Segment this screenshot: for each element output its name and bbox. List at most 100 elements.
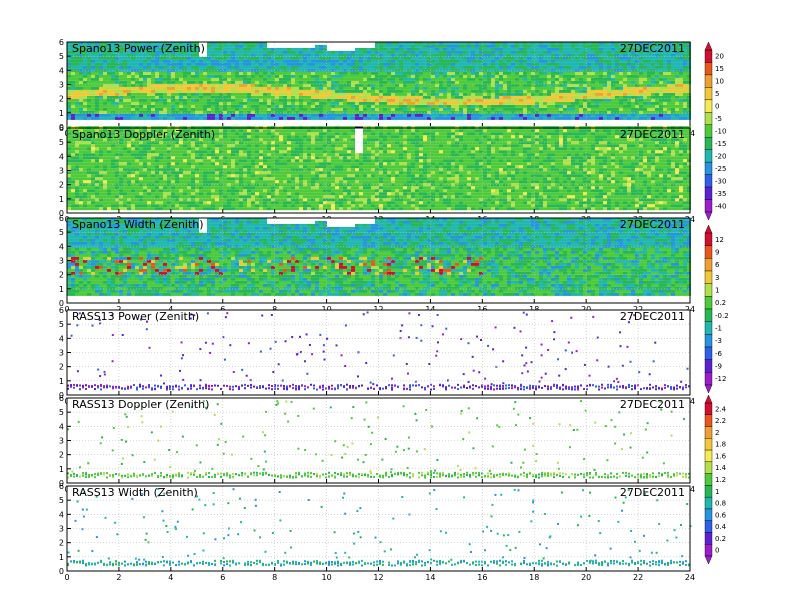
panel-date: 27DEC2011: [620, 218, 685, 231]
colorbar-label: 2.4: [715, 405, 727, 413]
colorbar-segment: [704, 308, 713, 322]
colorbar-label: 2.2: [715, 417, 726, 425]
colorbar-label: -40: [715, 202, 726, 210]
y-tick-label: 4: [59, 66, 64, 75]
y-tick-label: 4: [59, 422, 64, 431]
colorbar-label: 1.6: [715, 452, 727, 460]
colorbar: 12 9 6 3 1 0.2 -0.2 -1 -3 -6 -9 -12: [704, 224, 729, 394]
colorbar-segment: [704, 99, 713, 113]
colorbar-segment: [704, 520, 713, 533]
colorbar-segment: [704, 137, 713, 150]
y-tick-label: 6: [59, 214, 64, 223]
data-layer: [67, 41, 691, 120]
colorbar-segment: [704, 532, 713, 545]
y-tick-label: 3: [59, 525, 64, 534]
colorbar-label: 1.4: [715, 464, 727, 472]
x-tick-label: 14: [425, 573, 435, 582]
y-tick-label: 1: [59, 553, 64, 562]
y-tick-label: 4: [59, 242, 64, 251]
y-tick-label: 2: [59, 181, 64, 190]
colorbar-segment: [704, 199, 713, 213]
y-tick-label: 5: [59, 228, 64, 237]
data-layer: [67, 400, 690, 479]
data-layer: [67, 487, 692, 567]
x-tick-label: 2: [116, 573, 121, 582]
colorbar-label: -1: [715, 325, 722, 333]
colorbar-label: 6: [715, 261, 720, 269]
colorbar-segment: [704, 508, 713, 521]
panel-title: RASS13 Power (Zenith): [72, 310, 199, 323]
y-tick-label: 3: [59, 257, 64, 266]
colorbar-label: -35: [715, 190, 726, 198]
colorbar-label: 12: [715, 236, 724, 244]
colorbar-label: 5: [715, 90, 719, 98]
colorbar-segment: [704, 473, 713, 486]
x-tick-label: 18: [529, 573, 539, 582]
colorbar-label: 0.6: [715, 511, 727, 519]
y-tick-label: 0: [59, 209, 64, 218]
y-tick-label: 1: [59, 285, 64, 294]
colorbar: 2.4 2.2 2 1.8 1.6 1.4 1.2 1 0.8 0.6 0.4 0.2 0: [704, 394, 727, 565]
colorbar-label: -5: [715, 115, 722, 123]
y-tick-label: 2: [59, 363, 64, 372]
colorbar-label: 2: [715, 429, 719, 437]
colorbar-label: 10: [715, 78, 724, 86]
colorbar-label: 1: [715, 287, 719, 295]
colorbar-label: 0.4: [715, 523, 727, 531]
colorbar-segment: [704, 270, 713, 284]
y-tick-label: 0: [59, 567, 64, 576]
y-tick-label: 2: [59, 451, 64, 460]
y-tick-label: 6: [59, 38, 64, 47]
y-tick-label: 4: [59, 334, 64, 343]
colorbar-bottom-arrow: [704, 211, 713, 221]
y-tick-label: 5: [59, 320, 64, 329]
colorbar-segment: [704, 359, 713, 373]
x-tick-label: 0: [64, 573, 69, 582]
colorbar-top-arrow: [704, 394, 713, 404]
panel-1: 0123456024681012141618202224Spano13 Powe…: [59, 38, 695, 138]
y-tick-label: 2: [59, 539, 64, 548]
colorbar-segment: [704, 258, 713, 272]
colorbar-label: -0.2: [715, 312, 729, 320]
x-tick-label: 22: [633, 573, 643, 582]
colorbar-label: 0.2: [715, 535, 726, 543]
colorbar-label: -25: [715, 165, 726, 173]
colorbar-segment: [704, 346, 713, 360]
y-tick-label: 3: [59, 349, 64, 358]
colorbar-label: 3: [715, 274, 719, 282]
colorbar-segment: [704, 87, 713, 101]
colorbar-label: 20: [715, 53, 724, 61]
colorbar-label: 0: [715, 103, 719, 111]
colorbar-segment: [704, 161, 713, 175]
panel-date: 27DEC2011: [620, 398, 685, 411]
panel-date: 27DEC2011: [620, 486, 685, 499]
colorbar: 20 15 10 5 0 -5 -10 -15 -20 -25 -30 -35 -40: [704, 41, 726, 221]
x-tick-label: 12: [373, 573, 383, 582]
panel-title: Spano13 Doppler (Zenith): [72, 128, 215, 141]
y-tick-label: 5: [59, 408, 64, 417]
y-tick-label: 2: [59, 271, 64, 280]
colorbar-label: -6: [715, 350, 723, 358]
colorbar-label: -10: [715, 128, 726, 136]
x-tick-label: 4: [168, 573, 173, 582]
y-tick-label: 0: [59, 299, 64, 308]
y-tick-label: 4: [59, 152, 64, 161]
colorbar-segment: [704, 496, 713, 510]
colorbar-segment: [704, 232, 713, 246]
y-tick-label: 4: [59, 510, 64, 519]
y-tick-label: 6: [59, 482, 64, 491]
colorbar-segment: [704, 49, 713, 63]
colorbar-bottom-arrow: [704, 555, 713, 565]
colorbar-segment: [704, 186, 713, 200]
colorbar-bottom-arrow: [704, 384, 713, 394]
colorbar-segment: [704, 426, 713, 439]
colorbar-label: 15: [715, 65, 724, 73]
colorbar-segment: [704, 62, 713, 76]
y-tick-label: 6: [59, 124, 64, 133]
y-tick-label: 1: [59, 109, 64, 118]
y-tick-label: 0: [59, 479, 64, 488]
colorbar-segment: [704, 149, 713, 163]
